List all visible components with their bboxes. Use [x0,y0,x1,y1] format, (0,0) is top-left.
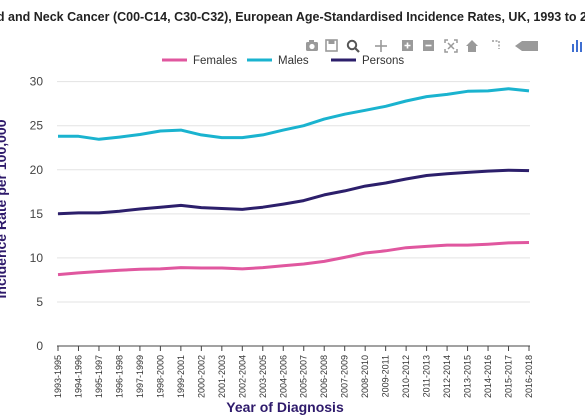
x-tick-label: 2009-2011 [381,355,391,397]
x-tick-label: 2008-2010 [360,355,370,398]
spike-lines-icon[interactable] [492,40,500,49]
home-icon[interactable] [466,40,478,52]
legend-label: Females [193,55,237,67]
legend-label: Persons [362,55,404,67]
x-tick-label: 2002-2004 [237,355,247,398]
y-tick-label: 5 [36,295,43,309]
chart-title: Head and Neck Cancer (C00-C14, C30-C32),… [0,10,585,24]
series-line-persons[interactable] [57,168,530,216]
zoom-out-icon[interactable] [423,40,434,51]
x-tick-label: 2006-2008 [319,355,329,398]
x-tick-label: 2013-2015 [463,355,473,398]
y-tick-label: 15 [30,207,44,221]
pan-icon[interactable] [375,40,387,52]
gridlines [57,81,530,347]
legend-item-females[interactable]: Females [162,55,237,67]
x-tick-label: 2014-2016 [483,355,493,398]
x-tick-label: 2000-2002 [196,355,206,398]
zoom-in-icon[interactable] [402,40,413,51]
compare-hover-icon[interactable] [515,41,538,51]
x-tick-label: 2016-2018 [524,355,534,398]
y-tick-label: 25 [30,119,44,133]
x-tick-label: 2012-2014 [442,355,452,398]
y-axis-title: Incidence Rate per 100,000 [0,119,9,298]
x-tick-label: 2001-2003 [217,355,227,398]
x-tick-label: 2004-2006 [278,355,288,398]
legend: Females Males Persons [162,55,404,67]
series-line-males[interactable] [58,87,530,141]
legend-label: Males [278,55,309,67]
series-line-females[interactable] [57,241,530,277]
series-lines [57,87,530,277]
x-tick-label: 2010-2012 [401,355,411,398]
y-tick-label: 20 [30,163,44,177]
x-tick-label: 1994-1996 [73,355,83,398]
x-tick-label: 1996-1998 [114,355,124,398]
legend-item-persons[interactable]: Persons [331,55,404,67]
y-tick-label: 10 [30,251,44,265]
y-tick-label: 30 [30,75,44,89]
x-tick-label: 1995-1997 [94,355,104,398]
plotly-logo-icon [572,40,582,52]
x-tick-label: 1998-2000 [155,355,165,398]
y-axis-ticks: 0 5 10 15 20 25 30 [30,75,44,353]
x-axis-title: Year of Diagnosis [226,399,344,415]
legend-item-males[interactable]: Males [247,55,309,67]
x-tick-label: 1993-1995 [53,355,63,398]
chart-toolbar [306,39,582,53]
autoscale-icon[interactable] [444,39,458,53]
y-tick-label: 0 [36,339,43,353]
x-tick-label: 2003-2005 [258,355,268,398]
save-icon[interactable] [325,39,338,52]
x-tick-label: 2011-2013 [422,355,432,397]
x-tick-label: 2007-2009 [340,355,350,398]
x-tick-label: 2015-2017 [504,355,514,398]
x-tick-label: 1997-1999 [135,355,145,398]
camera-icon[interactable] [306,40,318,51]
x-axis-ticks: 1993-1995 1994-1996 1995-1997 1996-1998 1997… [53,346,534,398]
zoom-icon[interactable] [346,39,360,53]
x-tick-label: 1999-2001 [176,355,186,398]
x-tick-label: 2005-2007 [299,355,309,398]
